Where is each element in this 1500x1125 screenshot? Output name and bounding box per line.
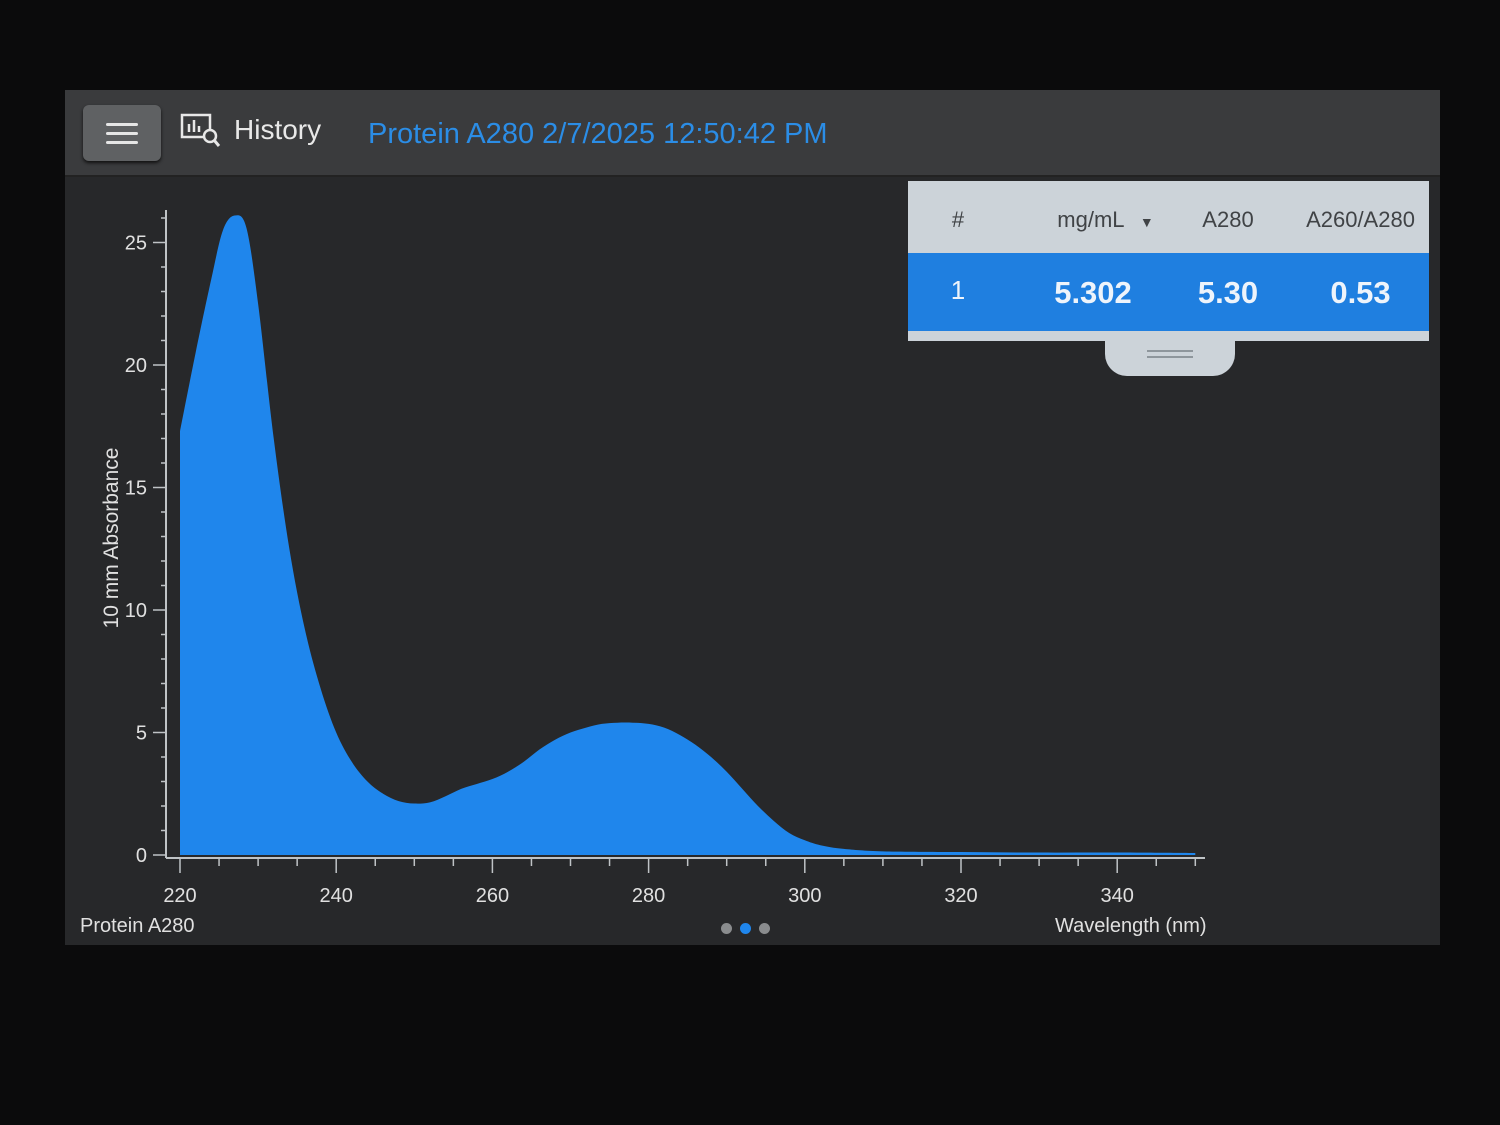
column-header-index: #	[951, 207, 965, 232]
y-tick-label: 5	[136, 723, 147, 745]
table-row[interactable]: 1 5.302 5.30 0.53	[908, 253, 1429, 331]
cell-mg-ml: 5.302	[1054, 275, 1132, 310]
cell-index: 1	[950, 275, 966, 305]
page-dot-2[interactable]	[740, 923, 751, 934]
cell-a260-a280: 0.53	[1330, 275, 1391, 310]
header-bar: History Protein A280 2/7/2025 12:50:42 P…	[65, 90, 1440, 177]
history-label: History	[234, 114, 322, 145]
app-label: Protein A280	[80, 915, 195, 937]
x-tick-label: 340	[1101, 885, 1134, 907]
page-indicator[interactable]	[721, 923, 770, 934]
absorbance-chart: 0 5 10 15 20 25 220 240 260 280 300 320 340 10 mm Abs…	[100, 210, 1205, 907]
y-axis-label: 10 mm Absorbance	[100, 448, 123, 629]
x-tick-label: 320	[944, 885, 977, 907]
y-tick-label: 15	[125, 478, 147, 500]
x-tick-label: 280	[632, 885, 665, 907]
history-button[interactable]: History	[180, 112, 321, 148]
column-label: mg/mL	[1057, 207, 1124, 232]
y-tick-label: 0	[136, 845, 147, 867]
sort-dropdown-icon: ▼	[1139, 214, 1154, 230]
y-tick-label: 20	[125, 355, 147, 377]
history-chart-search-icon	[180, 113, 221, 147]
x-tick-label: 260	[476, 885, 509, 907]
column-header-a280: A280	[1202, 207, 1254, 232]
table-drag-handle[interactable]	[1105, 340, 1235, 376]
cell-a280: 5.30	[1197, 275, 1259, 310]
x-tick-label: 300	[788, 885, 821, 907]
results-table: # mg/mL ▼ A280 A260/A280 1 5.302 5.30 0.…	[908, 181, 1429, 341]
x-axis-label: Wavelength (nm)	[1055, 915, 1207, 937]
page-title: Protein A280 2/7/2025 12:50:42 PM	[368, 118, 828, 150]
column-header-mg-ml[interactable]: mg/mL ▼	[1043, 207, 1168, 233]
menu-button[interactable]	[83, 105, 161, 161]
x-tick-label: 240	[320, 885, 353, 907]
hamburger-icon	[106, 123, 138, 126]
page-dot-1[interactable]	[721, 923, 732, 934]
x-tick-label: 220	[163, 885, 196, 907]
y-tick-label: 25	[125, 233, 147, 255]
page-dot-3[interactable]	[759, 923, 770, 934]
instrument-screen: History Protein A280 2/7/2025 12:50:42 P…	[65, 90, 1440, 945]
table-header: # mg/mL ▼ A280 A260/A280	[908, 181, 1429, 253]
y-tick-label: 10	[125, 600, 147, 622]
column-header-a260-a280: A260/A280	[1306, 207, 1415, 232]
spectrum-area	[180, 215, 1196, 856]
